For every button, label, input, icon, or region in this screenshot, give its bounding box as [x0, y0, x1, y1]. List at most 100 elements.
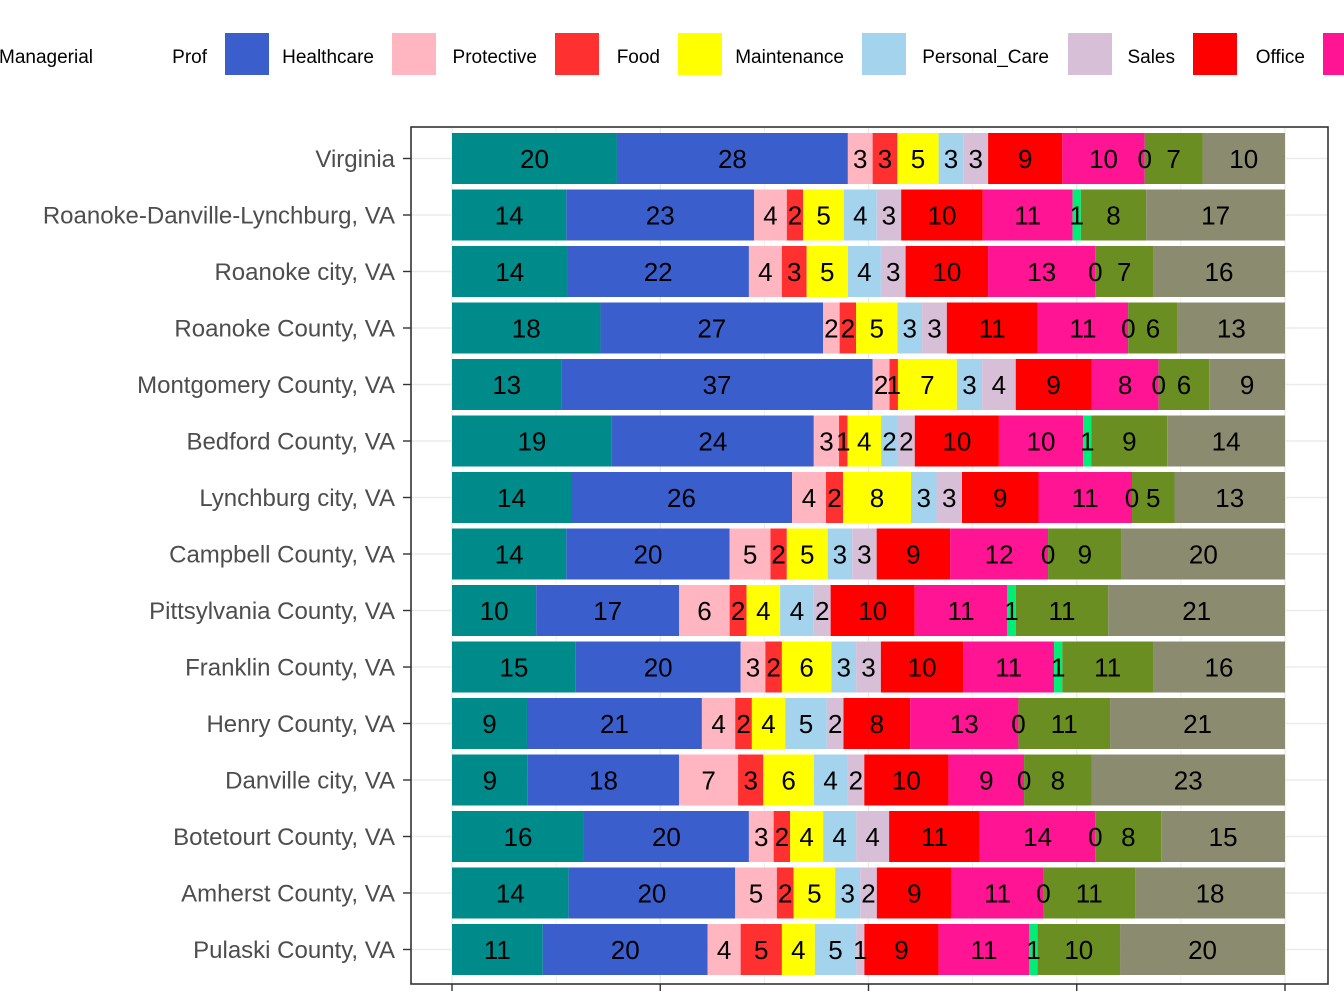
data-label: 14 — [1212, 427, 1241, 457]
data-label: 20 — [1189, 540, 1218, 570]
data-label: 17 — [593, 596, 622, 626]
data-label: 10 — [1089, 144, 1118, 174]
data-label: 5 — [816, 201, 830, 231]
bar-segment — [616, 133, 848, 184]
bar-segment — [567, 246, 749, 297]
data-label: 1 — [836, 427, 850, 457]
data-label: 4 — [763, 201, 777, 231]
bar-segment — [914, 585, 1008, 636]
bar-segment — [889, 811, 980, 862]
data-label: 11 — [484, 935, 511, 965]
data-label: 6 — [781, 766, 795, 796]
data-label: 5 — [828, 935, 842, 965]
bar-segment — [938, 924, 1030, 975]
bar-segment — [847, 415, 882, 467]
bar-segment — [880, 641, 964, 693]
data-label: 13 — [1215, 483, 1244, 513]
legend-key-office — [1323, 33, 1344, 75]
bar-segment — [1015, 359, 1092, 410]
bar-segment — [963, 641, 1055, 693]
bar-segment — [856, 811, 890, 862]
data-label: 20 — [637, 879, 666, 909]
y-tick-label: Roanoke County, VA — [174, 316, 395, 343]
data-label: 0 — [1011, 709, 1025, 739]
data-label: 4 — [832, 822, 846, 852]
data-label: 3 — [861, 653, 875, 683]
data-label: 14 — [495, 257, 524, 287]
data-label: 11 — [995, 653, 1022, 683]
bar-segment — [1108, 585, 1285, 636]
data-label: 4 — [758, 257, 772, 287]
data-label: 5 — [820, 257, 834, 287]
bar-segment — [830, 585, 915, 636]
bar-segment — [803, 189, 844, 241]
y-tick-label: Lynchburg city, VA — [199, 485, 395, 512]
bar-segment — [1062, 641, 1154, 693]
y-tick-label: Amherst County, VA — [181, 881, 395, 908]
data-label: 11 — [948, 596, 975, 626]
data-label: 9 — [979, 766, 993, 796]
bar-segment — [839, 415, 848, 467]
data-label: 4 — [711, 709, 725, 739]
bar-segment — [568, 867, 736, 919]
data-label: 2 — [828, 709, 842, 739]
data-label: 3 — [819, 427, 833, 457]
data-label: 9 — [894, 935, 908, 965]
legend-label-maintenance: Maintenance — [735, 47, 844, 68]
data-label: 10 — [892, 766, 921, 796]
data-label: 12 — [985, 540, 1014, 570]
data-label: 16 — [504, 822, 533, 852]
data-label: 2 — [874, 370, 888, 400]
bar-segment — [1153, 641, 1285, 693]
data-label: 11 — [1049, 596, 1076, 626]
y-tick-label: Virginia — [315, 146, 395, 173]
bar-segment — [814, 924, 857, 975]
data-label: 2 — [788, 201, 802, 231]
data-label: 0 — [1041, 540, 1055, 570]
legend-label-healthcare: Healthcare — [282, 47, 374, 68]
data-label: 7 — [701, 766, 715, 796]
bar-segment — [1015, 585, 1109, 636]
legend-label-managerial: Managerial — [0, 47, 93, 68]
data-label: 8 — [870, 483, 884, 513]
data-label: 7 — [920, 370, 934, 400]
data-label: 3 — [837, 653, 851, 683]
data-label: 0 — [1036, 879, 1050, 909]
bar-segment — [729, 528, 771, 580]
data-label: 20 — [611, 935, 640, 965]
data-label: 8 — [1121, 822, 1135, 852]
bar-segment — [1146, 189, 1285, 241]
y-tick-label: Henry County, VA — [206, 711, 395, 738]
data-label: 8 — [1118, 370, 1132, 400]
bar-segment — [938, 133, 964, 184]
data-label: 14 — [1023, 822, 1052, 852]
data-label: 3 — [903, 314, 917, 344]
bar-segment — [831, 641, 857, 693]
data-label: 8 — [1106, 201, 1120, 231]
bar-segment — [701, 698, 736, 749]
data-label: 2 — [778, 879, 792, 909]
bar-segment — [839, 302, 857, 354]
data-label: 4 — [761, 709, 775, 739]
bar-segment — [452, 754, 528, 806]
data-label: 20 — [1188, 935, 1217, 965]
data-label: 2 — [766, 653, 780, 683]
data-label: 4 — [790, 596, 804, 626]
bar-segment — [748, 246, 782, 297]
data-label: 20 — [652, 822, 681, 852]
data-label: 4 — [992, 370, 1006, 400]
data-label: 2 — [849, 766, 863, 796]
bar-segment — [740, 641, 766, 693]
bar-segment — [843, 472, 911, 523]
data-label: 3 — [927, 314, 941, 344]
bar-segment — [876, 189, 902, 241]
data-label: 9 — [906, 540, 920, 570]
data-label: 10 — [932, 257, 961, 287]
bar-segment — [847, 754, 865, 806]
data-label: 1 — [853, 935, 867, 965]
data-label: 6 — [697, 596, 711, 626]
data-label: 17 — [1201, 201, 1230, 231]
bar-segment — [679, 754, 739, 806]
bar-segment — [1120, 924, 1285, 975]
bar-segment — [1144, 133, 1203, 184]
